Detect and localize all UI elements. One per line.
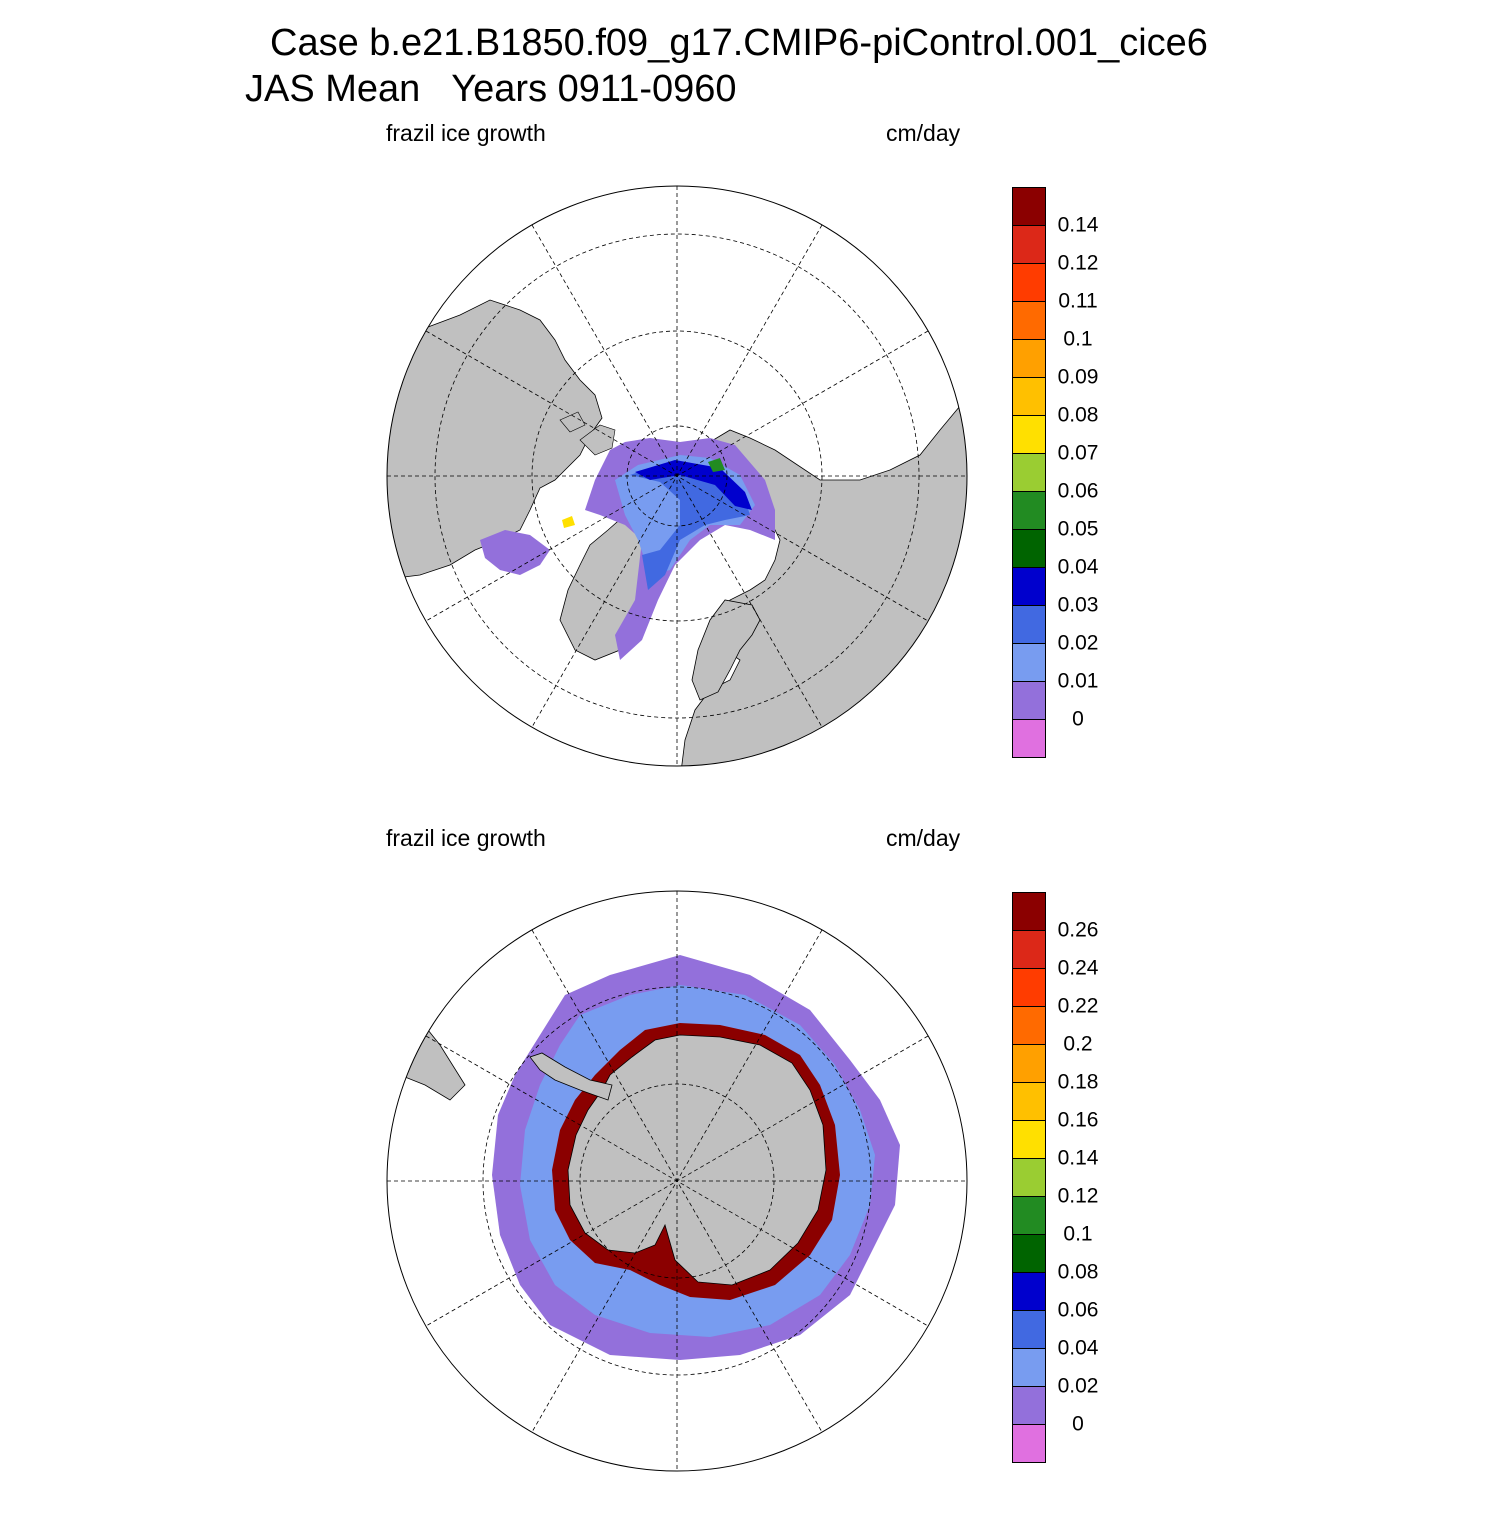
- colorbar-swatch: [1012, 453, 1046, 492]
- arctic-map-boundary: [386, 185, 968, 767]
- colorbar-swatch: [1012, 1310, 1046, 1349]
- antarctic-panel: frazil ice growth cm/day: [0, 815, 1500, 1520]
- colorbar-swatch: [1012, 1424, 1046, 1463]
- colorbar-swatch: [1012, 567, 1046, 606]
- colorbar-tick-label: 0: [1072, 707, 1084, 731]
- colorbar-tick-label: 0.02: [1057, 631, 1099, 655]
- antarctic-polar-map: [386, 890, 968, 1472]
- colorbar-tick-label: 0.16: [1057, 1108, 1099, 1132]
- colorbar-tick-label: 0: [1072, 1412, 1084, 1436]
- arctic-land-scandinavia: [691, 599, 761, 701]
- colorbar-swatch: [1012, 187, 1046, 226]
- colorbar-tick-label: 0.06: [1057, 1298, 1099, 1322]
- colorbar-swatch: [1012, 339, 1046, 378]
- colorbar-swatch: [1012, 1196, 1046, 1235]
- colorbar-swatch: [1012, 491, 1046, 530]
- colorbar-swatch: [1012, 1158, 1046, 1197]
- antarctic-map-boundary: [386, 890, 968, 1472]
- colorbar-tick-label: 0.02: [1057, 1374, 1099, 1398]
- antarctic-variable-label: frazil ice growth: [386, 825, 546, 851]
- colorbar-tick-label: 0.24: [1057, 956, 1099, 980]
- colorbar-tick-label: 0.11: [1058, 289, 1098, 313]
- colorbar-swatch: [1012, 1348, 1046, 1387]
- colorbar-swatch: [1012, 301, 1046, 340]
- colorbar-tick-label: 0.18: [1057, 1070, 1099, 1094]
- colorbar-tick-label: 0.08: [1057, 403, 1099, 427]
- colorbar-tick-label: 0.14: [1057, 1146, 1099, 1170]
- arctic-unit-label: cm/day: [886, 120, 961, 146]
- colorbar-tick-label: 0.03: [1057, 593, 1099, 617]
- colorbar-tick-label: 0.26: [1057, 918, 1099, 942]
- arctic-land-archipelago: [559, 411, 616, 456]
- antarctic-colorbar: [1012, 892, 1046, 1463]
- colorbar-swatch: [1012, 605, 1046, 644]
- colorbar-tick-label: 0.06: [1057, 479, 1099, 503]
- colorbar-swatch: [1012, 681, 1046, 720]
- colorbar-tick-label: 0.22: [1057, 994, 1099, 1018]
- colorbar-swatch: [1012, 930, 1046, 969]
- arctic-frazil-hotspot: [708, 458, 725, 472]
- arctic-panel: frazil ice growth cm/day: [0, 110, 1500, 815]
- figure-title-case: Case b.e21.B1850.f09_g17.CMIP6-piControl…: [270, 22, 1208, 64]
- colorbar-tick-label: 0.2: [1063, 1032, 1093, 1056]
- arctic-graticule: [387, 186, 967, 766]
- arctic-frazil-archipelago-spots: [562, 516, 575, 528]
- colorbar-swatch: [1012, 415, 1046, 454]
- colorbar-tick-label: 0.01: [1057, 669, 1099, 693]
- colorbar-tick-label: 0.04: [1057, 1336, 1099, 1360]
- colorbar-swatch: [1012, 1272, 1046, 1311]
- colorbar-swatch: [1012, 1082, 1046, 1121]
- colorbar-swatch: [1012, 1120, 1046, 1159]
- colorbar-swatch: [1012, 719, 1046, 758]
- arctic-polar-map: [386, 185, 968, 767]
- figure-title-season-years: JAS Mean Years 0911-0960: [245, 68, 737, 110]
- colorbar-tick-label: 0.12: [1057, 1184, 1099, 1208]
- arctic-colorbar: [1012, 187, 1046, 758]
- arctic-variable-label: frazil ice growth: [386, 120, 546, 146]
- antarctic-land-peninsula: [529, 1052, 613, 1101]
- colorbar-swatch: [1012, 1234, 1046, 1273]
- colorbar-tick-label: 0.1: [1063, 327, 1093, 351]
- colorbar-swatch: [1012, 225, 1046, 264]
- arctic-frazil-hudson-bay: [480, 530, 550, 575]
- colorbar-tick-label: 0.04: [1057, 555, 1099, 579]
- antarctic-land-continent: [567, 1034, 827, 1286]
- colorbar-tick-label: 0.12: [1057, 251, 1099, 275]
- colorbar-swatch: [1012, 377, 1046, 416]
- antarctic-graticule: [387, 891, 967, 1471]
- arctic-frazil-field-peak: [635, 460, 752, 510]
- colorbar-tick-label: 0.07: [1057, 441, 1099, 465]
- colorbar-tick-label: 0.1: [1063, 1222, 1093, 1246]
- colorbar-swatch: [1012, 529, 1046, 568]
- colorbar-swatch: [1012, 1006, 1046, 1045]
- arctic-frazil-field-high: [630, 462, 750, 590]
- colorbar-tick-label: 0.14: [1057, 213, 1099, 237]
- colorbar-swatch: [1012, 263, 1046, 302]
- colorbar-tick-label: 0.08: [1057, 1260, 1099, 1284]
- colorbar-tick-label: 0.05: [1057, 517, 1099, 541]
- colorbar-tick-label: 0.09: [1057, 365, 1099, 389]
- antarctic-unit-label: cm/day: [886, 825, 961, 851]
